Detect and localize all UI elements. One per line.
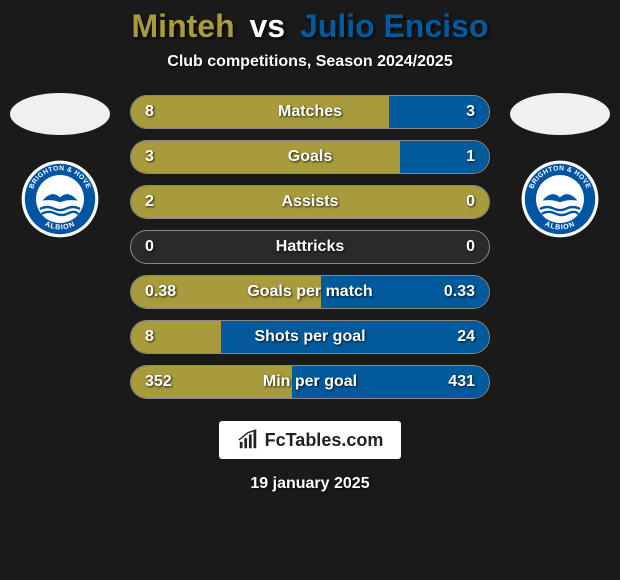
stat-bar-text: 0 Hattricks 0 (131, 231, 489, 263)
stat-left-value: 352 (145, 373, 172, 391)
stat-label: Min per goal (263, 373, 357, 391)
stat-left-value: 0 (145, 238, 154, 256)
stat-bar: 3 Goals 1 (130, 140, 490, 174)
stat-bar: 8 Shots per goal 24 (130, 320, 490, 354)
stat-bar-text: 352 Min per goal 431 (131, 366, 489, 398)
player1-club-crest: BRIGHTON & HOVE ALBION (20, 159, 100, 239)
stat-right-value: 3 (466, 103, 475, 121)
player2-club-crest: BRIGHTON & HOVE ALBION (520, 159, 600, 239)
player1-photo-placeholder (10, 93, 110, 135)
stat-left-value: 8 (145, 103, 154, 121)
stat-left-value: 2 (145, 193, 154, 211)
stat-right-value: 0 (466, 238, 475, 256)
stat-bar-text: 8 Shots per goal 24 (131, 321, 489, 353)
player2-photo-placeholder (510, 93, 610, 135)
stat-bar-text: 0.38 Goals per match 0.33 (131, 276, 489, 308)
date-text: 19 january 2025 (250, 475, 369, 493)
stat-bar: 2 Assists 0 (130, 185, 490, 219)
stat-bar-text: 3 Goals 1 (131, 141, 489, 173)
stat-right-value: 0 (466, 193, 475, 211)
stat-right-value: 431 (448, 373, 475, 391)
stat-right-value: 0.33 (444, 283, 475, 301)
stat-right-value: 24 (457, 328, 475, 346)
player1-column: BRIGHTON & HOVE ALBION (10, 93, 110, 239)
stat-label: Assists (282, 193, 339, 211)
stat-left-value: 0.38 (145, 283, 176, 301)
main-row: BRIGHTON & HOVE ALBION 8 Matches 3 3 Goals 1 2… (0, 93, 620, 399)
stat-left-value: 3 (145, 148, 154, 166)
stat-label: Hattricks (276, 238, 344, 256)
comparison-card: Minteh vs Julio Enciso Club competitions… (0, 0, 620, 580)
title-vs: vs (250, 8, 286, 44)
title-player2: Julio Enciso (300, 8, 488, 44)
stat-bar: 0.38 Goals per match 0.33 (130, 275, 490, 309)
stat-bar-text: 2 Assists 0 (131, 186, 489, 218)
player2-column: BRIGHTON & HOVE ALBION (510, 93, 610, 239)
stat-bar: 8 Matches 3 (130, 95, 490, 129)
stat-label: Matches (278, 103, 342, 121)
title-row: Minteh vs Julio Enciso (132, 8, 489, 45)
stats-bars: 8 Matches 3 3 Goals 1 2 Assists 0 0 Hattricks 0 0.38… (130, 93, 490, 399)
stat-right-value: 1 (466, 148, 475, 166)
stat-left-value: 8 (145, 328, 154, 346)
title-player1: Minteh (132, 8, 235, 44)
stat-label: Shots per goal (254, 328, 365, 346)
brand-text: FcTables.com (265, 430, 384, 451)
brand-box: FcTables.com (219, 421, 402, 459)
stat-bar-text: 8 Matches 3 (131, 96, 489, 128)
stat-bar: 0 Hattricks 0 (130, 230, 490, 264)
stat-label: Goals per match (247, 283, 372, 301)
stat-label: Goals (288, 148, 332, 166)
brand-chart-icon (237, 429, 259, 451)
stat-bar: 352 Min per goal 431 (130, 365, 490, 399)
subtitle: Club competitions, Season 2024/2025 (167, 53, 452, 71)
